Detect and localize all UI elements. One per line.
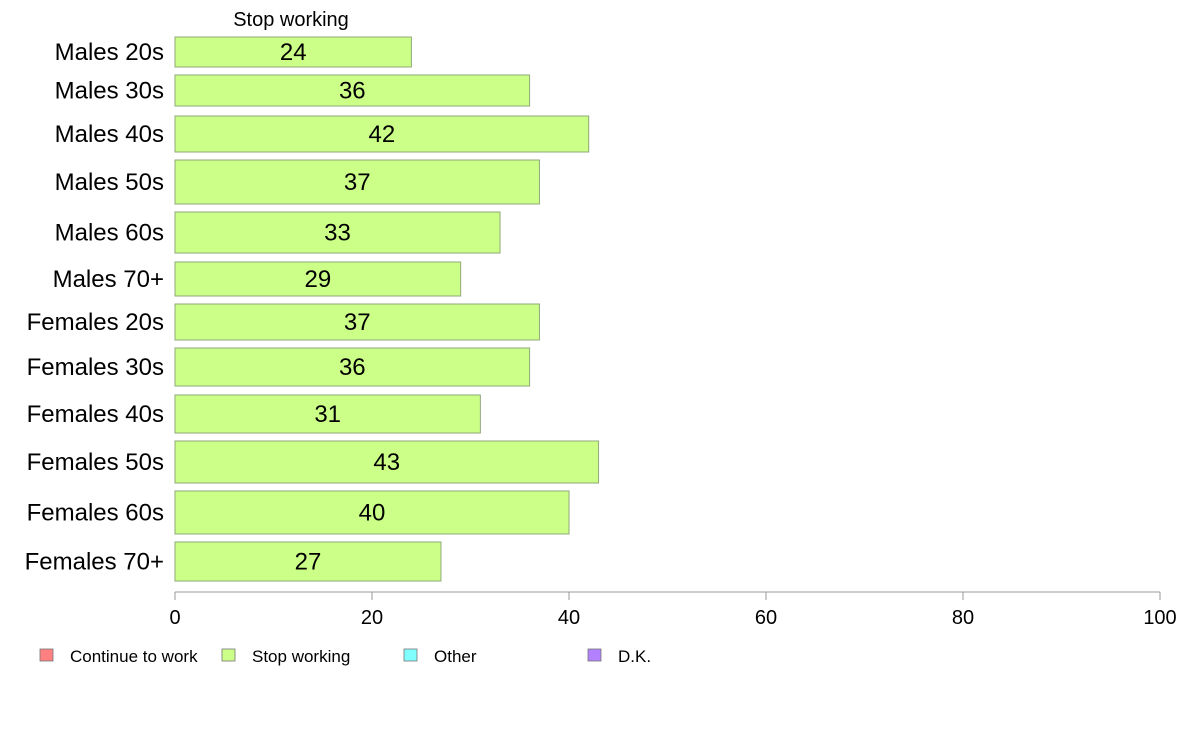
x-tick-label-20: 20 <box>361 607 383 629</box>
legend-label-continue-to-work: Continue to work <box>70 647 198 666</box>
bar-females-40s <box>174 394 481 434</box>
bar-females-30s <box>174 347 531 387</box>
category-label-males-50s: Males 50s <box>55 169 164 196</box>
bars-group: Males 20s 24 Males 30s 36 Males 40s 42 Males 5… <box>25 36 600 582</box>
category-label-females-40s: Females 40s <box>27 401 164 428</box>
x-tick-label-60: 60 <box>755 607 777 629</box>
legend-label-stop-working: Stop working <box>252 647 350 666</box>
bar-females-20s <box>174 303 540 341</box>
bar-males-60s <box>174 211 501 254</box>
bar-males-40s <box>174 115 590 153</box>
category-label-females-20s: Females 20s <box>27 309 164 336</box>
value-label-males-30s: 36 <box>339 78 366 105</box>
value-label-females-20s: 37 <box>344 309 371 336</box>
category-label-males-60s: Males 60s <box>55 220 164 247</box>
category-label-females-60s: Females 60s <box>27 500 164 527</box>
legend-label-other: Other <box>434 647 477 666</box>
x-tick-label-100: 100 <box>1143 607 1176 629</box>
bar-males-70plus <box>174 261 462 297</box>
bar-males-20s <box>174 36 412 68</box>
value-label-males-20s: 24 <box>280 39 307 66</box>
value-label-males-40s: 42 <box>368 121 395 148</box>
x-axis: 0 20 40 60 80 100 <box>169 591 1177 629</box>
bar-males-30s <box>174 74 531 107</box>
category-label-females-70plus: Females 70+ <box>25 549 164 576</box>
category-label-males-40s: Males 40s <box>55 121 164 148</box>
value-label-females-60s: 40 <box>359 500 386 527</box>
value-label-males-50s: 37 <box>344 169 371 196</box>
x-tick-label-40: 40 <box>558 607 580 629</box>
legend-swatch-other <box>403 648 418 662</box>
legend: Continue to work Stop working Other D.K. <box>39 647 651 666</box>
bar-males-50s <box>174 159 540 205</box>
value-label-males-60s: 33 <box>324 220 351 247</box>
category-label-males-70plus: Males 70+ <box>53 266 164 293</box>
category-label-females-30s: Females 30s <box>27 354 164 381</box>
x-tick-label-0: 0 <box>169 607 180 629</box>
value-label-females-30s: 36 <box>339 354 366 381</box>
category-label-males-20s: Males 20s <box>55 39 164 66</box>
legend-label-d-k: D.K. <box>618 647 651 666</box>
category-label-males-30s: Males 30s <box>55 78 164 105</box>
x-tick-label-80: 80 <box>952 607 974 629</box>
value-label-males-70plus: 29 <box>304 266 331 293</box>
value-label-females-40s: 31 <box>314 401 341 428</box>
bar-females-50s <box>174 440 600 484</box>
value-label-females-50s: 43 <box>373 449 400 476</box>
legend-swatch-stop-working <box>221 648 236 662</box>
bar-females-60s <box>174 490 570 535</box>
legend-swatch-continue-to-work <box>39 648 54 662</box>
bar-females-70plus <box>174 541 442 582</box>
series-title: Stop working <box>233 9 349 31</box>
legend-swatch-d-k <box>587 648 602 662</box>
category-label-females-50s: Females 50s <box>27 449 164 476</box>
value-label-females-70plus: 27 <box>295 549 322 576</box>
